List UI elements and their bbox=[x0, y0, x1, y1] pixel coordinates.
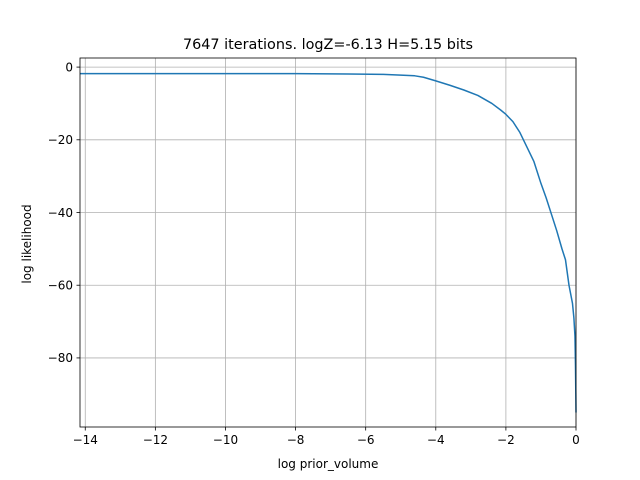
y-tick-label: −40 bbox=[48, 206, 73, 220]
chart-title: 7647 iterations. logZ=-6.13 H=5.15 bits bbox=[183, 37, 473, 53]
x-tick-label: −4 bbox=[427, 433, 445, 447]
y-tick-label: −20 bbox=[48, 133, 73, 147]
y-tick-label: 0 bbox=[65, 60, 73, 74]
x-tick-label: −14 bbox=[73, 433, 98, 447]
y-tick-label: −80 bbox=[48, 351, 73, 365]
x-tick-label: 0 bbox=[572, 433, 580, 447]
x-axis-label: log prior_volume bbox=[278, 457, 379, 471]
y-axis: 0 −20 −40 −60 −80 bbox=[48, 60, 80, 365]
x-tick-label: −12 bbox=[143, 433, 168, 447]
x-tick-label: −10 bbox=[213, 433, 238, 447]
plot-frame bbox=[79, 57, 577, 428]
series-group bbox=[80, 72, 577, 413]
x-tick-label: −6 bbox=[357, 433, 375, 447]
x-tick-label: −2 bbox=[497, 433, 515, 447]
y-tick-label: −60 bbox=[48, 279, 73, 293]
series-line bbox=[80, 72, 577, 413]
x-tick-label: −8 bbox=[287, 433, 305, 447]
y-axis-label: log likelihood bbox=[20, 204, 34, 283]
grid bbox=[80, 58, 577, 427]
x-axis: −14 −12 −10 −8 −6 −4 −2 0 bbox=[73, 427, 580, 447]
